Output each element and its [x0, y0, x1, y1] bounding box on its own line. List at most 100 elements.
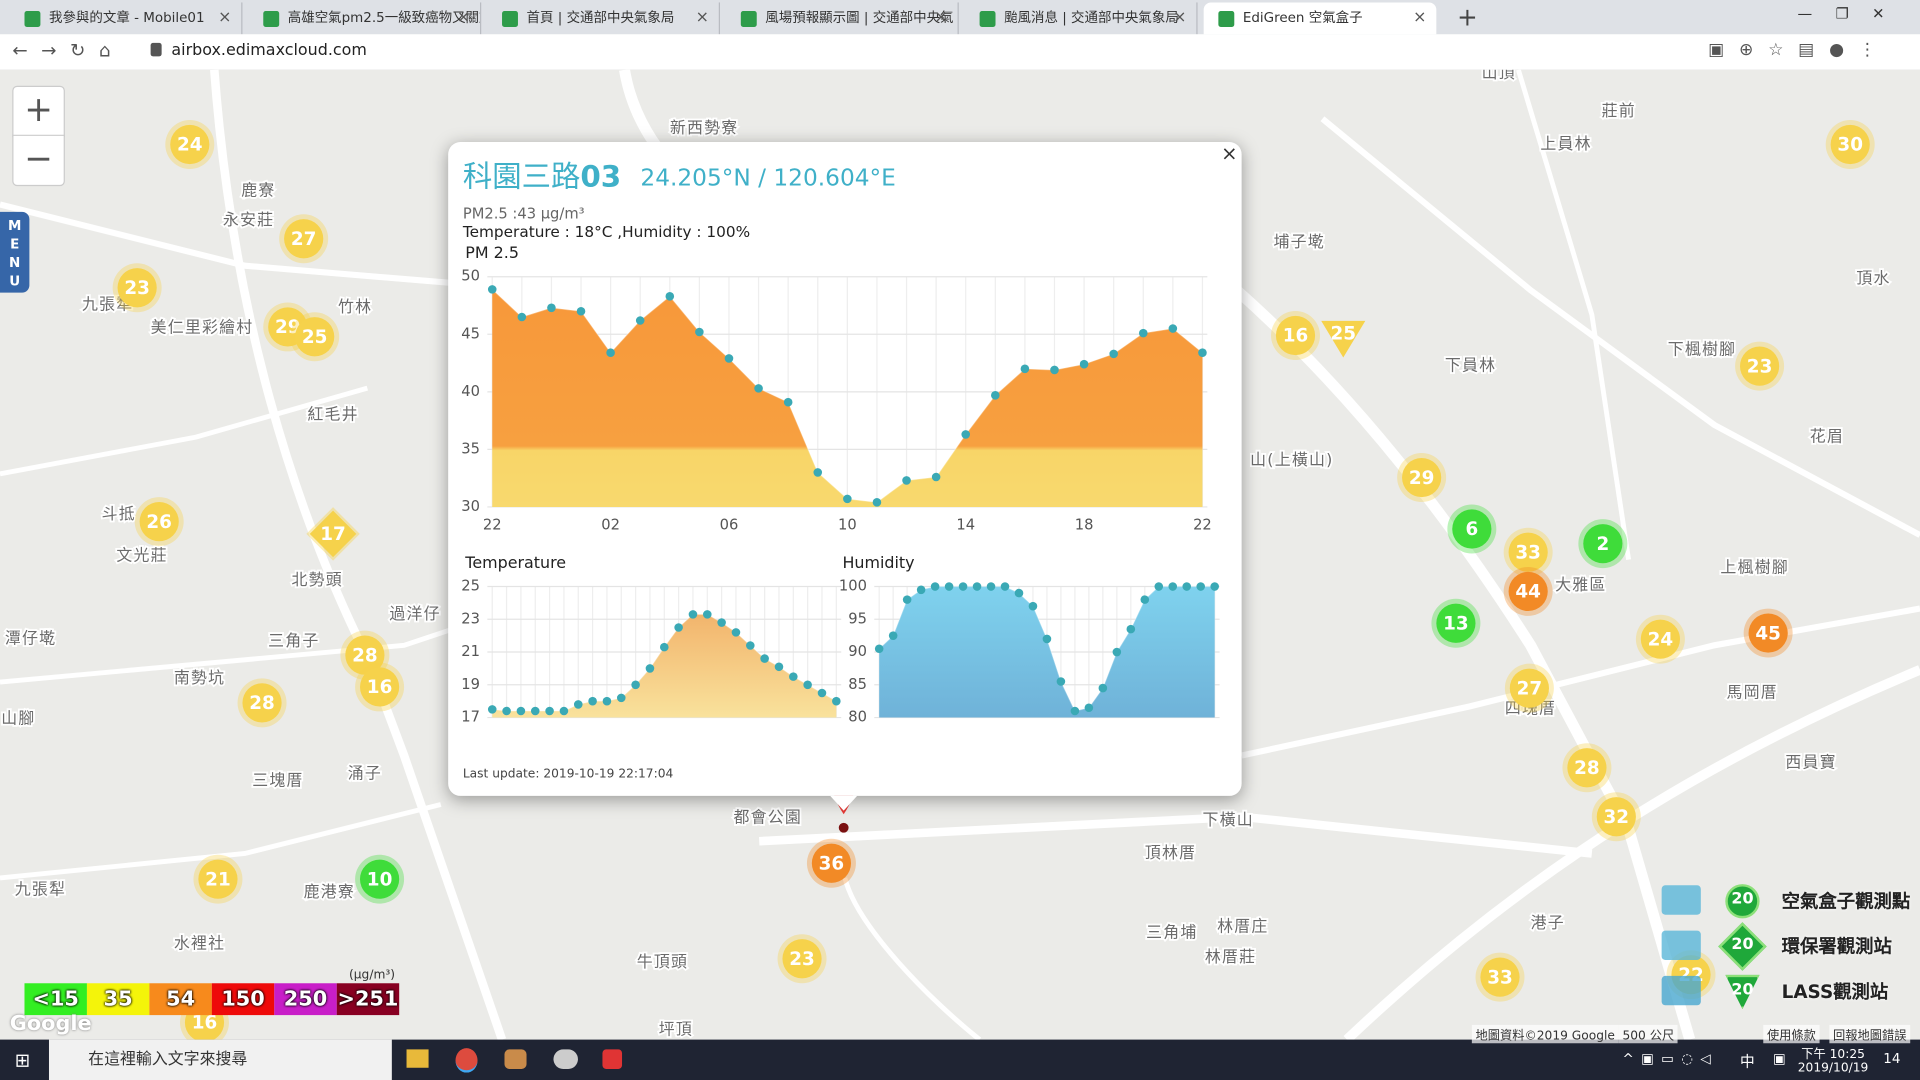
tab-close[interactable]: × [1173, 8, 1187, 27]
tab-bar: + — ❐ ✕ 我參與的文章 - Mobile01 × 高雄空氣pm2.5一級致癌物… [0, 0, 1920, 35]
marker[interactable]: 6 [1447, 504, 1497, 554]
marker-shape [1596, 797, 1636, 837]
data-point [1079, 359, 1089, 369]
url[interactable]: airbox.edimaxcloud.com [171, 41, 367, 61]
marker-label: 32 [1604, 807, 1630, 828]
marker[interactable]: 2 [1578, 519, 1628, 569]
app-icon[interactable] [553, 1049, 578, 1069]
marker[interactable]: 16 [355, 662, 405, 712]
app-icon[interactable] [602, 1049, 623, 1069]
marker[interactable]: 23 [1735, 341, 1785, 391]
zoom-out[interactable]: − [12, 134, 65, 187]
tray-icons[interactable]: ^▣▭◌◁ [1622, 1050, 1719, 1067]
marker[interactable]: 28 [1562, 743, 1612, 793]
marker-label: 44 [1515, 582, 1541, 603]
marker-label: 13 [1443, 613, 1469, 634]
tab-close[interactable]: × [934, 8, 948, 27]
nav-buttons[interactable]: ←→↻⌂ [12, 39, 124, 62]
notifications[interactable]: 14 [1883, 1050, 1901, 1067]
place-label: 林厝莊 [1205, 947, 1256, 966]
data-point [573, 700, 583, 709]
marker[interactable]: 33 [1475, 952, 1525, 1002]
marker[interactable]: 27 [279, 214, 329, 264]
marker[interactable]: 21 [193, 854, 243, 904]
tab[interactable]: 首頁 | 交通部中央氣象局 × [487, 2, 721, 35]
marker-label: 23 [1747, 356, 1773, 377]
station-name: 科園三路03 [463, 159, 621, 193]
marker-label: 30 [1837, 135, 1863, 156]
tab[interactable]: EdiGreen 空氣盒子 × [1203, 2, 1437, 35]
ime[interactable]: 中 [1740, 1053, 1755, 1071]
data-point [695, 327, 704, 337]
x-tick-label: 22 [1193, 516, 1212, 533]
clock-date[interactable]: 2019/10/19 [1797, 1061, 1869, 1076]
marker[interactable]: 30 [1825, 120, 1875, 169]
window-controls[interactable]: — ❐ ✕ [1797, 4, 1885, 23]
tab-close[interactable]: × [456, 8, 471, 27]
place-label: 上楓樹腳 [1720, 558, 1789, 577]
station-icon [1661, 930, 1701, 961]
data-point [724, 354, 734, 363]
search-box[interactable]: 在這裡輸入文字來搜尋 [48, 1039, 392, 1080]
last-update: Last update: 2019-10-19 22:17:04 [463, 766, 674, 780]
data-point [1109, 349, 1118, 359]
tab[interactable]: 高雄空氣pm2.5一級致癌物又關於 × [249, 2, 482, 35]
tab-close[interactable]: × [1413, 8, 1427, 27]
marker[interactable]: 29 [1397, 453, 1447, 503]
tab-title: EdiGreen 空氣盒子 [1242, 9, 1363, 26]
zoom-in[interactable]: + [12, 85, 65, 138]
tab-icon [24, 11, 41, 27]
close-button[interactable]: × [1221, 142, 1237, 165]
tab[interactable]: 颱風消息 | 交通部中央氣象局 × [965, 2, 1198, 35]
marker[interactable]: 45 [1743, 608, 1793, 658]
marker[interactable]: 10 [355, 854, 405, 904]
marker[interactable]: 25 [290, 312, 340, 362]
marker[interactable]: 16 [1271, 311, 1321, 361]
x-tick-label: 02 [601, 516, 620, 533]
tab-close[interactable]: × [695, 8, 709, 27]
marker[interactable]: 32 [1591, 792, 1641, 842]
marker[interactable]: 28 [340, 630, 390, 680]
tab-close[interactable]: × [218, 8, 232, 27]
start-button[interactable]: ⊞ [14, 1049, 31, 1072]
toolbar-icons[interactable]: ▣⊕☆▤●⋮ [1708, 40, 1891, 61]
keyboard-icon[interactable]: ▣ [1773, 1050, 1786, 1067]
marker[interactable]: 33 [1503, 527, 1553, 577]
marker[interactable]: 24 [1635, 614, 1685, 664]
menu-letter: N [9, 254, 21, 271]
marker[interactable]: 27 [1504, 663, 1554, 713]
new-tab[interactable]: + [1457, 2, 1478, 32]
app-icon[interactable] [504, 1049, 527, 1069]
y-tick-label: 21 [461, 643, 480, 660]
marker-label: 24 [177, 135, 203, 156]
tab[interactable]: 風場預報顯示圖 | 交通部中央氣 × [726, 2, 959, 35]
marker[interactable]: 13 [1431, 598, 1481, 648]
marker[interactable]: 24 [165, 120, 215, 169]
y-tick-label: 85 [848, 676, 867, 693]
data-point [1138, 328, 1148, 338]
chrome-icon[interactable] [455, 1048, 478, 1073]
y-tick-label: 25 [461, 578, 480, 595]
marker[interactable]: 25 [1321, 320, 1366, 358]
marker[interactable]: 28 [237, 678, 287, 728]
explorer-icon[interactable] [406, 1049, 429, 1068]
data-point [916, 585, 926, 595]
footer-text[interactable]: 使用條款 [1763, 1024, 1820, 1044]
data-point [1000, 582, 1010, 591]
marker[interactable]: 17 [306, 507, 360, 561]
y-tick-label: 50 [461, 268, 480, 285]
marker[interactable]: 23 [777, 934, 827, 984]
station-coords: 24.205°N / 120.604°E [640, 164, 895, 191]
marker[interactable]: 23 [112, 263, 162, 313]
marker[interactable]: 26 [134, 497, 184, 547]
marker[interactable]: 44 [1503, 566, 1553, 616]
place-label: 紅毛井 [307, 405, 358, 424]
marker-shape [1275, 315, 1316, 356]
data-point [803, 680, 812, 690]
clock-time[interactable]: 下午 10:25 [1801, 1048, 1865, 1062]
marker[interactable]: 36 [806, 838, 856, 888]
tab[interactable]: 我參與的文章 - Mobile01 × [10, 2, 243, 35]
footer-text[interactable]: 回報地圖錯誤 [1829, 1024, 1911, 1044]
legend-unit: (μg/m³) [348, 968, 396, 983]
